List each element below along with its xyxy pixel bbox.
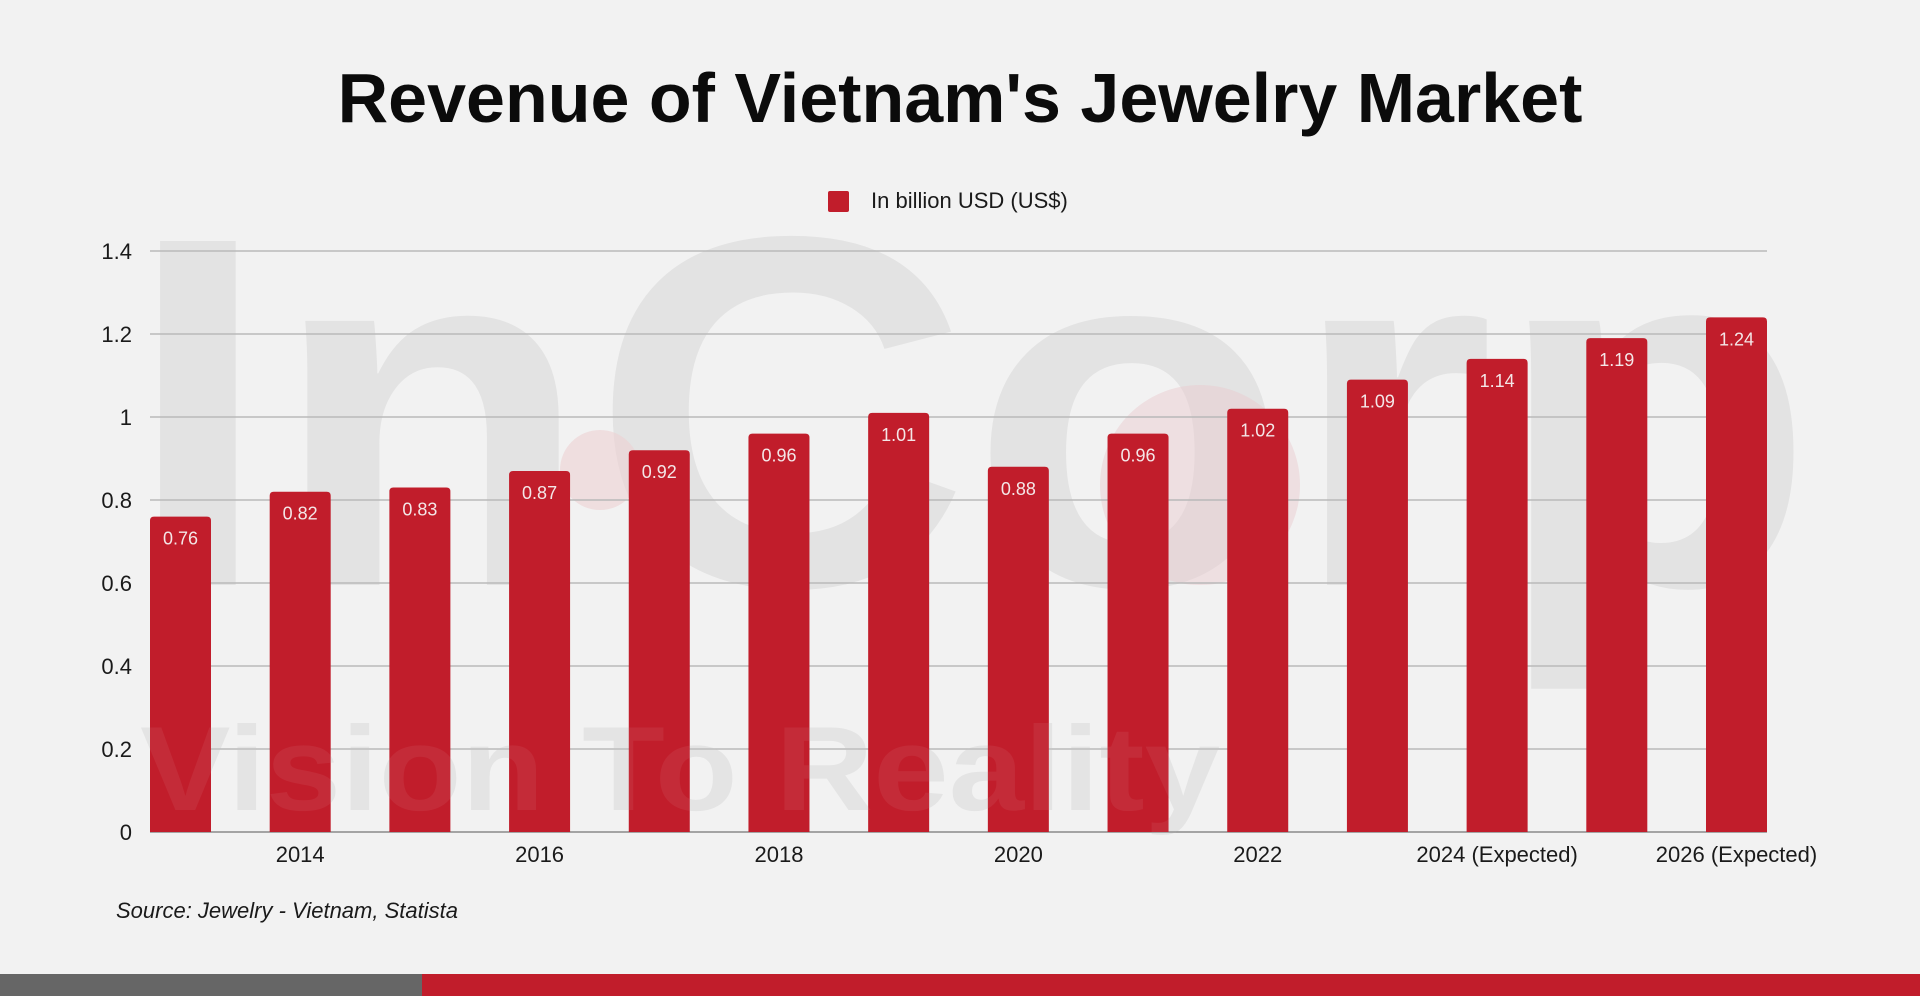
footer-bar-red	[422, 974, 1920, 996]
bar	[269, 491, 331, 832]
data-label: 0.96	[761, 446, 796, 466]
data-label: 0.96	[1121, 446, 1156, 466]
legend-swatch	[828, 190, 849, 212]
watermark-tagline-overlay: Vision To Reality	[140, 702, 1220, 836]
source-note: Source: Jewelry - Vietnam, Statista	[116, 898, 458, 923]
y-tick-label: 1	[120, 405, 132, 430]
bar	[150, 516, 211, 832]
bar	[987, 466, 1049, 832]
bar	[1586, 338, 1648, 832]
x-tick-label: 2016	[515, 842, 564, 867]
data-label: 1.24	[1719, 329, 1754, 349]
x-tick-label: 2022	[1233, 842, 1282, 867]
data-label: 1.09	[1360, 392, 1395, 412]
y-tick-label: 1.4	[101, 239, 132, 264]
bars	[150, 317, 1767, 832]
y-tick-label: 0.6	[101, 571, 132, 596]
bar	[748, 433, 810, 832]
y-tick-label: 0.8	[101, 488, 132, 513]
chart-title: Revenue of Vietnam's Jewelry Market	[337, 59, 1583, 137]
x-axis-tick-labels: 2014 2016 2018 2020 2022 2024 (Expected) 2026 …	[276, 842, 1818, 867]
y-tick-label: 0.2	[101, 737, 132, 762]
x-tick-label: 2020	[994, 842, 1043, 867]
bar	[1706, 317, 1767, 832]
data-label: 1.19	[1599, 350, 1634, 370]
y-tick-label: 1.2	[101, 322, 132, 347]
x-tick-label: 2014	[276, 842, 325, 867]
data-label: 0.83	[402, 500, 437, 520]
x-tick-label: 2018	[754, 842, 803, 867]
x-tick-label: 2024 (Expected)	[1416, 842, 1577, 867]
data-label: 0.88	[1001, 479, 1036, 499]
bar	[509, 470, 571, 832]
data-label: 1.02	[1240, 421, 1275, 441]
data-label: 0.82	[283, 504, 318, 524]
bar	[1466, 358, 1528, 832]
data-label: 1.14	[1480, 371, 1515, 391]
bar	[1227, 408, 1289, 832]
bar	[389, 487, 451, 832]
data-label: 0.92	[642, 462, 677, 482]
bar	[1346, 379, 1408, 832]
bar	[1107, 433, 1169, 832]
legend: In billion USD (US$)	[828, 188, 1068, 214]
footer-bar-gray	[0, 974, 422, 996]
data-label: 0.76	[163, 529, 198, 549]
x-tick-label: 2026 (Expected)	[1656, 842, 1817, 867]
y-tick-label: 0	[120, 820, 132, 845]
y-axis-tick-labels: 0 0.2 0.4 0.6 0.8 1 1.2 1.4	[101, 239, 132, 845]
legend-label: In billion USD (US$)	[871, 188, 1068, 213]
data-labels: 0.76 0.82 0.83 0.87 0.92 0.96 1.01 0.88 0.96 1.02…	[163, 329, 1754, 548]
bar	[628, 450, 690, 832]
watermark-logo: InCorp	[125, 132, 1815, 694]
data-label: 1.01	[881, 425, 916, 445]
globe-watermark-dot	[560, 430, 640, 510]
watermark-tagline-overlay-text: Vision To Reality	[140, 702, 1220, 836]
y-tick-label: 0.4	[101, 654, 132, 679]
bar	[868, 412, 930, 832]
data-label: 0.87	[522, 483, 557, 503]
